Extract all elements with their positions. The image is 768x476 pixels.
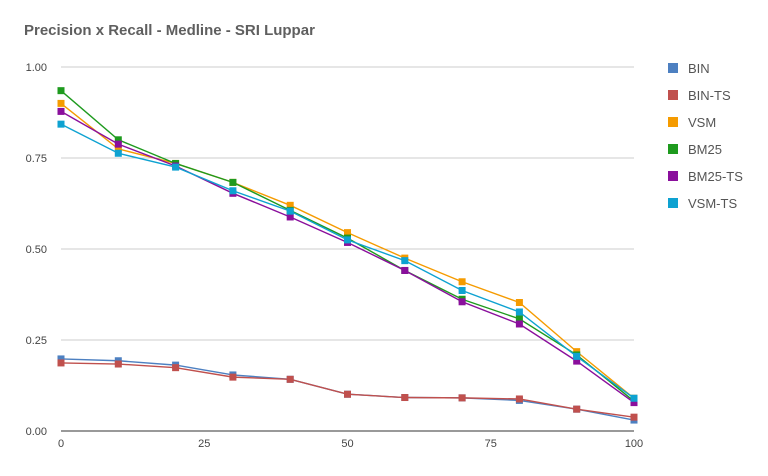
data-point (344, 229, 351, 237)
legend-label: BIN-TS (688, 88, 731, 103)
data-point (57, 120, 65, 128)
legend-item: BIN-TS (668, 88, 731, 103)
data-point (630, 394, 638, 402)
data-point (114, 140, 122, 148)
legend-item: BM25 (668, 142, 722, 157)
data-point (630, 399, 638, 407)
data-point (114, 149, 122, 157)
data-point (57, 107, 65, 115)
data-point (573, 405, 581, 413)
data-point (229, 187, 237, 195)
legend-label: BM25-TS (688, 169, 743, 184)
data-point (286, 375, 294, 383)
data-point (573, 357, 581, 365)
x-tick-label: 0 (58, 438, 64, 450)
data-point (229, 178, 237, 186)
data-point (172, 163, 180, 171)
series-line (60, 102, 635, 399)
y-axis-ticks: 0.00 0.25 0.50 0.75 1.00 (26, 62, 47, 438)
data-point (515, 308, 523, 316)
data-point (458, 298, 466, 306)
x-tick-label: 100 (625, 438, 643, 450)
data-point (515, 395, 523, 403)
data-point (114, 145, 122, 153)
y-tick-label: 0.25 (26, 335, 47, 347)
y-tick-label: 1.00 (26, 62, 47, 74)
data-point (401, 257, 409, 265)
data-point (458, 394, 466, 402)
legend-swatch (668, 198, 678, 208)
data-point (344, 390, 351, 398)
legend-item: VSM-TS (668, 196, 737, 211)
series-line (60, 358, 635, 421)
legend-swatch (668, 117, 678, 127)
data-point (344, 236, 351, 244)
data-point (630, 413, 638, 421)
data-point (401, 266, 409, 274)
chart-title: Precision x Recall - Medline - SRI Luppa… (24, 22, 315, 39)
data-point (57, 87, 65, 95)
data-point (458, 278, 466, 286)
legend-label: VSM (688, 115, 716, 130)
series-line (60, 362, 635, 418)
x-tick-label: 25 (198, 438, 210, 450)
data-point (57, 99, 65, 107)
data-point (515, 299, 523, 307)
data-point (114, 360, 122, 368)
data-point (515, 315, 523, 323)
legend-swatch (668, 171, 678, 181)
series-vsm (57, 99, 638, 402)
data-point (57, 355, 65, 363)
data-point (286, 213, 294, 221)
grid-lines (61, 66, 634, 432)
legend-label: BIN (688, 61, 710, 76)
series-group (57, 87, 638, 424)
data-point (286, 207, 294, 215)
data-point (573, 352, 581, 360)
y-tick-label: 0.00 (26, 426, 47, 438)
data-point (114, 136, 122, 144)
data-point (57, 359, 65, 367)
legend-label: VSM-TS (688, 196, 737, 211)
series-vsm-ts (57, 120, 638, 402)
data-point (515, 320, 523, 328)
x-tick-label: 75 (485, 438, 497, 450)
series-line (60, 123, 635, 399)
y-tick-label: 0.75 (26, 153, 47, 165)
legend: BIN BIN-TS VSM BM25 BM25-TS VSM-TS (668, 61, 743, 211)
data-point (172, 364, 180, 372)
legend-item: BIN (668, 61, 710, 76)
legend-item: VSM (668, 115, 716, 130)
data-point (229, 373, 237, 381)
series-line (60, 110, 635, 404)
y-tick-label: 0.50 (26, 244, 47, 256)
data-point (458, 286, 466, 294)
series-bm25-ts (57, 107, 638, 407)
series-bin-ts (57, 359, 638, 421)
legend-swatch (668, 144, 678, 154)
legend-label: BM25 (688, 142, 722, 157)
x-tick-label: 50 (341, 438, 353, 450)
legend-swatch (668, 90, 678, 100)
data-point (401, 394, 409, 402)
data-point (286, 201, 294, 209)
legend-swatch (668, 63, 678, 73)
legend-item: BM25-TS (668, 169, 743, 184)
x-axis-ticks: 0 25 50 75 100 (58, 438, 643, 450)
